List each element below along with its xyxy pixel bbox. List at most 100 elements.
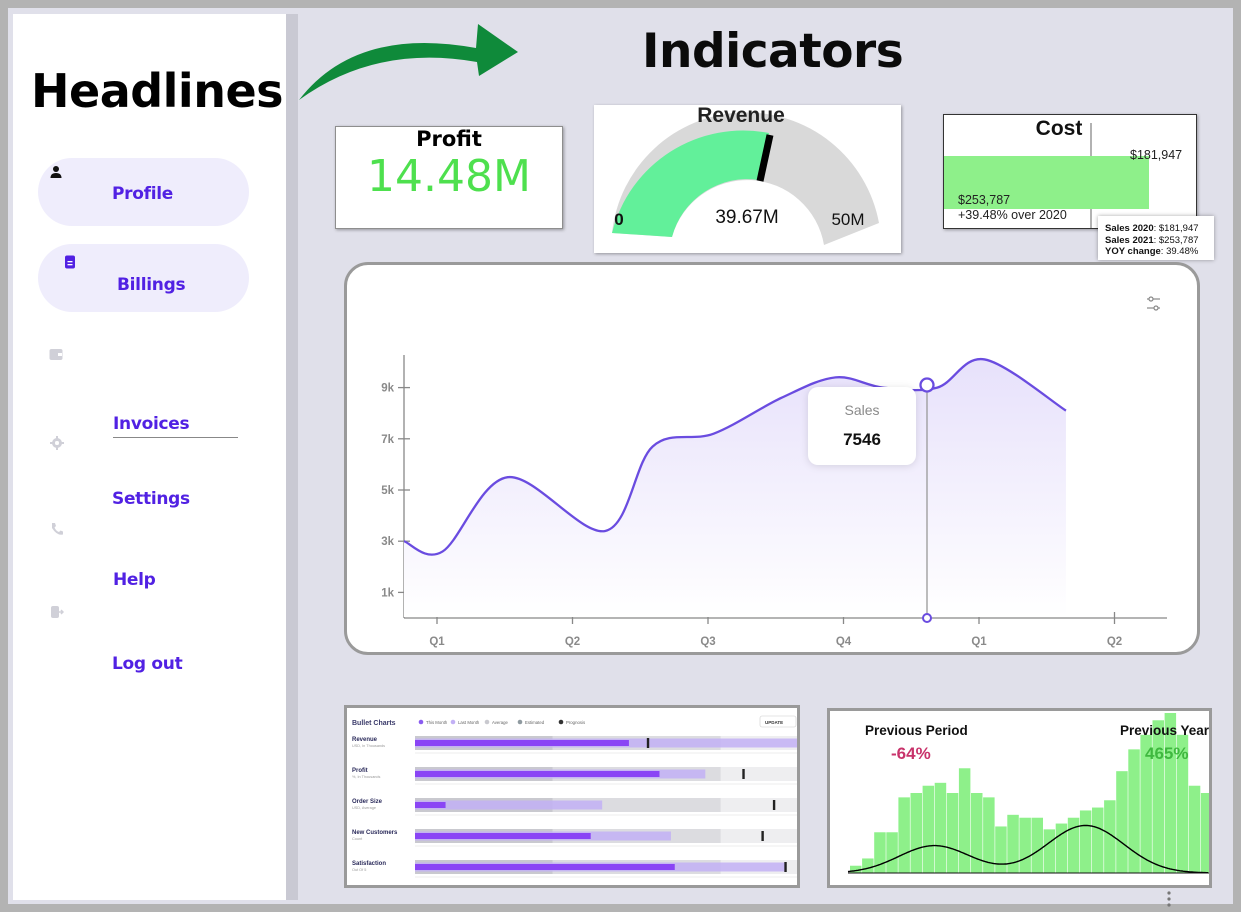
histogram-chart: Previous Period -64% Previous Year 465% [847,713,1241,874]
bullet-this-month [415,740,629,746]
histogram-bar [1031,817,1043,873]
histogram-bar [983,797,995,873]
sidebar-item-logout[interactable]: Log out [112,654,183,674]
sidebar-item-settings[interactable]: Settings [112,489,190,509]
histogram-bar [946,793,959,873]
previous-year-value: 465% [1145,744,1188,763]
profit-card: Profit 14.48M [335,126,563,229]
sidebar [13,14,286,900]
gauge-fill [612,130,769,237]
bullet-this-month [415,864,675,870]
y-tick-label: 9k [381,383,394,395]
line-tooltip [808,387,916,465]
tip-key-1: Sales 2020 [1105,223,1154,234]
cost-card: Cost $181,947 $253,787 +39.48% over 2020 [943,114,1197,229]
histogram-bar [898,797,910,873]
histogram-bar [1140,734,1152,873]
sales-line-chart-card: Q1 Q2 Q3 Q4 Q1 Q2 1k 3k 5k 7k 9k Sales 7546 [344,262,1200,655]
sidebar-item-invoices[interactable]: Invoices [113,414,190,434]
histogram-bar [995,826,1007,873]
histogram-bar [886,832,898,873]
revenue-gauge: Revenue 39.67M 0 50M [612,104,879,245]
cost-bullet: Cost $181,947 $253,787 +39.48% over 2020 [944,117,1182,228]
legend-marker [484,719,490,725]
x-tick-label: Q1 [429,636,445,648]
histogram-bar [874,832,886,873]
revenue-card: Revenue 39.67M 0 50M [594,104,901,253]
histogram-bar [850,865,862,873]
sidebar-item-billings-label[interactable]: Billings [117,275,186,295]
cost-tooltip: Sales 2020: $181,947 Sales 2021: $253,78… [1098,216,1214,260]
more-options-icon[interactable] [1166,890,1172,908]
page-title: Indicators [642,24,904,79]
histogram-bar [934,782,947,873]
bullet-title: Bullet Charts [352,720,396,727]
sidebar-item-profile-label[interactable]: Profile [112,184,174,204]
bullet-marker [742,769,745,779]
histogram-bar [1152,720,1164,873]
cost-bar [944,156,1149,209]
sidebar-item-help[interactable]: Help [113,570,156,590]
decorative-arrow-icon [299,24,518,100]
tip-key-2: Sales 2021 [1105,234,1154,246]
bullet-row-label: Satisfaction [352,861,386,867]
histogram-bar [1019,817,1031,873]
y-tick-label: 5k [381,485,394,497]
histogram-bar [1200,793,1213,873]
logout-icon [51,606,64,618]
cost-title: Cost [1036,117,1083,140]
bullet-row-label: Order Size [352,799,383,805]
histogram-bar [1067,817,1080,873]
user-icon [50,166,62,178]
bullet-row-sublabel: %, In Thousands [352,775,381,779]
legend-marker [558,719,564,725]
update-button[interactable] [759,715,797,728]
wallet-icon [49,349,63,360]
legend-label: Prognosis [566,720,585,725]
sales-line-chart: Q1 Q2 Q3 Q4 Q1 Q2 1k 3k 5k 7k 9k Sales 7546 [381,296,1167,648]
legend-label: Estimated [525,720,545,725]
line-tooltip-value: 7546 [843,430,881,449]
cost-change-label: +39.48% over 2020 [958,208,1067,222]
y-tick-label: 7k [381,434,394,446]
hover-point[interactable] [919,377,935,393]
x-tick-label: Q4 [836,636,852,648]
bullet-this-month [415,771,660,777]
histogram-bar [910,793,922,873]
histogram-bar [1079,810,1092,873]
x-tick-label: Q1 [971,636,987,648]
invoices-underline [113,437,238,438]
sidebar-item-profile[interactable] [38,158,249,226]
histogram-bar [958,768,971,873]
bullet-this-month [415,833,591,839]
update-button-label[interactable]: UPDATE [765,720,783,725]
sidebar-divider [286,14,298,900]
cost-value-label: $253,787 [958,193,1010,207]
bullet-row-sublabel: Out Of 5 [352,868,366,872]
filter-icon[interactable] [1147,296,1160,311]
histogram-bar [1188,785,1201,873]
profit-value: 14.48M [367,151,531,202]
bullet-row-sublabel: USD, In Thousands [352,744,385,748]
sidebar-title: Headlines [31,64,284,118]
bullet-row-label: Profit [352,768,368,774]
bullet-last-month [415,800,603,810]
histogram-bar [1116,771,1128,873]
y-tick-label: 3k [381,536,394,548]
tip-val-2: : $253,787 [1153,234,1199,246]
histogram-bar [1164,713,1177,873]
histogram-bar [1055,823,1068,873]
histogram-bar [1128,749,1140,873]
previous-year-label: Previous Year [1120,723,1209,738]
tip-key-3: YOY change [1105,246,1161,257]
legend-label: Last Month [458,720,480,725]
x-tick-label: Q3 [700,636,715,648]
bullet-row-sublabel: USD, Average [352,806,376,810]
histogram-bar [1104,800,1116,873]
y-tick-label: 1k [381,587,394,599]
bullet-marker [761,831,764,841]
histogram-bar [971,793,983,873]
histogram-card: Previous Period -64% Previous Year 465% [827,708,1241,888]
previous-period-value: -64% [891,744,931,763]
sidebar-item-billings[interactable] [38,244,249,312]
